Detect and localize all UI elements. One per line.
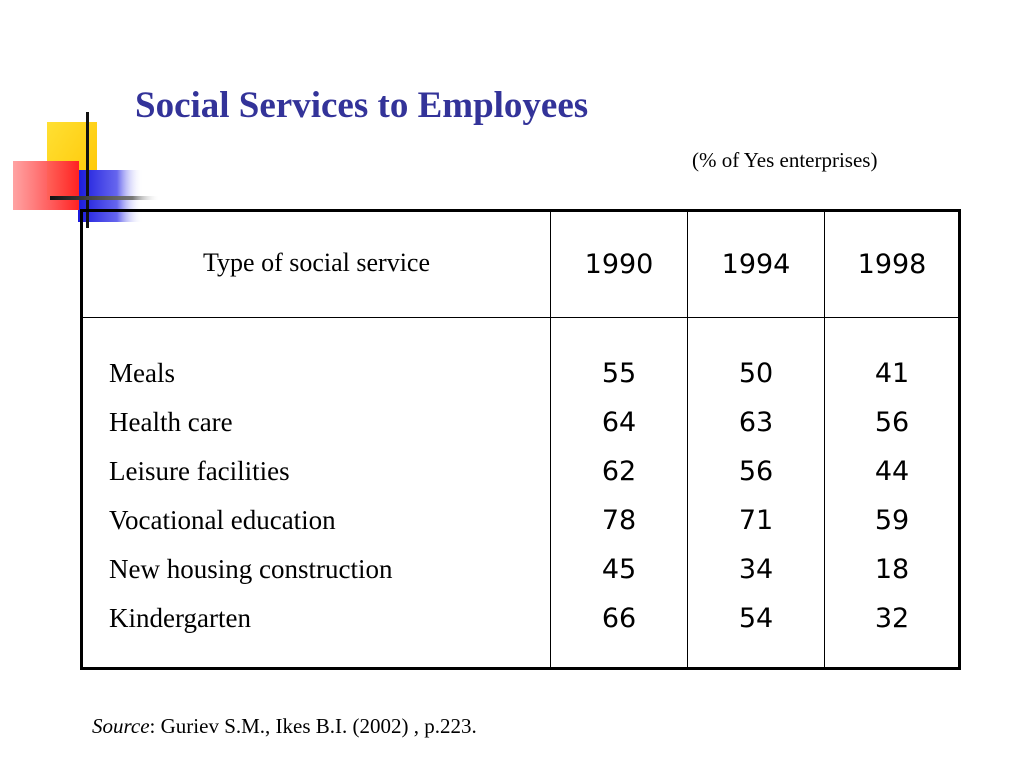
cell-value: 44 [874,456,910,487]
cell-value: 78 [601,505,637,536]
values-1994: 50 63 56 71 34 54 [688,349,824,643]
source-citation: Source: Guriev S.M., Ikes B.I. (2002) , … [92,714,477,739]
row-label: Health care [109,407,233,437]
cell-value: 32 [874,603,910,634]
header-year-1990: 1990 [584,249,654,280]
cell-value: 18 [874,554,910,585]
cell-value: 54 [738,603,774,634]
cell-value: 64 [601,407,637,438]
column-divider [550,212,551,667]
header-year-1998: 1998 [857,249,927,280]
cell-value: 45 [601,554,637,585]
column-divider [824,212,825,667]
slide-subtitle: (% of Yes enterprises) [692,148,878,172]
row-label: Vocational education [109,505,336,535]
service-type-list: Meals Health care Leisure facilities Voc… [109,349,392,643]
row-label: Kindergarten [109,603,251,633]
values-1998: 41 56 44 59 18 32 [825,349,959,643]
cell-value: 59 [874,505,910,536]
cell-value: 41 [874,358,910,389]
row-label: New housing construction [109,554,393,584]
column-divider [687,212,688,667]
source-text: : Guriev S.M., Ikes B.I. (2002) , p.223. [149,714,477,738]
cell-value: 62 [601,456,637,487]
header-year-1994: 1994 [721,249,791,280]
cell-value: 63 [738,407,774,438]
row-label: Meals [109,358,175,388]
row-label: Leisure facilities [109,456,290,486]
header-divider [83,317,958,318]
cell-value: 56 [874,407,910,438]
source-label: Source [92,714,150,738]
values-1990: 55 64 62 78 45 66 [551,349,687,643]
cell-value: 71 [738,505,774,536]
cell-value: 50 [738,358,774,389]
header-type-of-service: Type of social service [202,247,431,277]
cell-value: 66 [601,603,637,634]
cell-value: 55 [601,358,637,389]
cell-value: 56 [738,456,774,487]
slide-title: Social Services to Employees [135,85,589,126]
corner-decoration [13,112,160,228]
cell-value: 34 [738,554,774,585]
social-services-table: Type of social service 1990 1994 1998 Me… [80,209,961,670]
